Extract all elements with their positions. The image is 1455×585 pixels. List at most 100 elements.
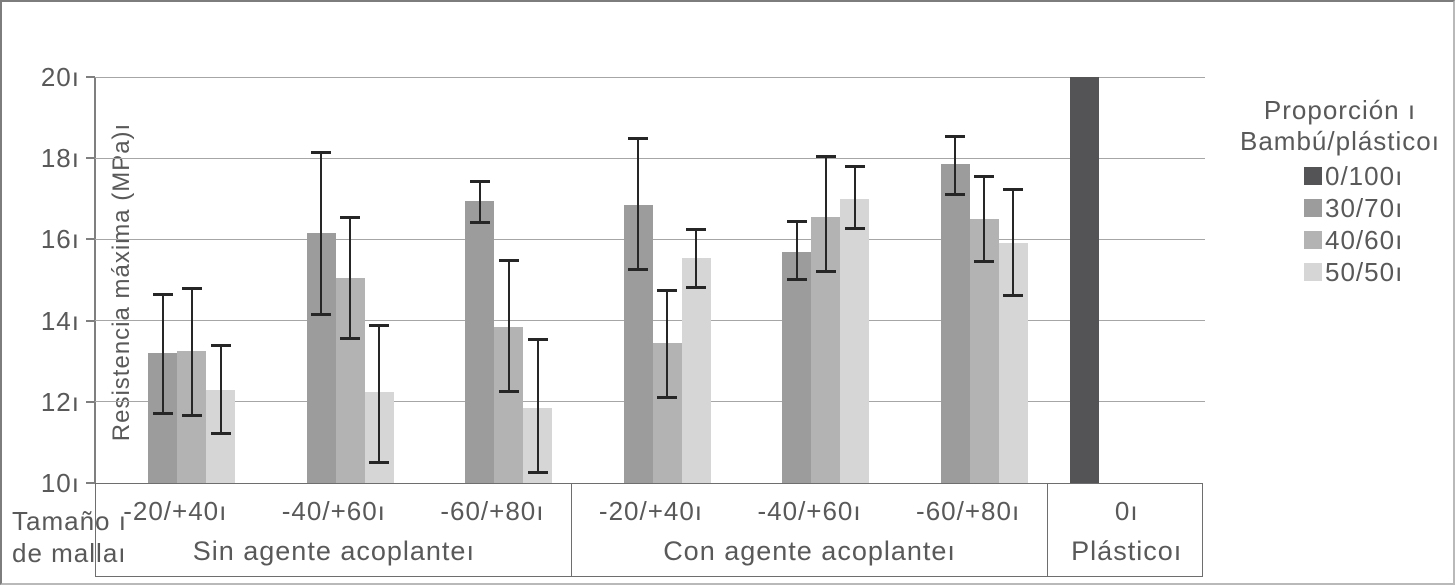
section-label: Con agente acoplanteı [663,536,956,566]
error-bar-cap-bottom [181,414,202,417]
y-axis-tick [86,157,95,160]
legend: Proporción ı Bambú/plásticoı 0/100ı 30/70… [1240,95,1440,288]
error-bar-cap-top [686,228,707,232]
error-bar-cap-top [974,175,995,179]
error-bar-line [637,137,640,270]
section-divider [1046,484,1048,576]
legend-label: 50/50ı [1325,256,1404,287]
bar [465,200,495,483]
error-bar-cap-top [628,136,649,140]
error-bar-cap-top [527,337,548,341]
bar [940,164,970,483]
legend-label: 0/100ı [1325,160,1404,191]
section-divider [571,484,573,576]
error-bar-cap-top [181,287,202,291]
legend-swatch [1304,167,1322,185]
category-label: -20/+40ı [598,496,704,526]
legend-swatch [1304,199,1322,217]
y-tick-label: 20ı [40,62,80,92]
x-axis-corner-label: Tamaño ı de mallaı [12,505,127,569]
error-bar-line [795,221,798,280]
error-bar-cap-bottom [527,470,548,474]
error-bar-cap-bottom [628,267,649,271]
bar [969,219,999,483]
error-bar-cap-top [786,220,807,224]
error-bar-line [320,152,323,315]
error-bar-cap-top [340,216,361,220]
error-bar-line [190,288,193,416]
legend-label: 40/60ı [1325,224,1404,255]
error-bar-line [161,294,164,414]
error-bar-cap-top [210,343,231,347]
error-bar-cap-bottom [786,278,807,281]
legend-swatch [1304,263,1322,281]
y-axis-tick [86,482,95,484]
error-bar-cap-top [469,179,490,183]
bar [681,257,711,483]
legend-label: 30/70ı [1325,192,1404,223]
x-axis-corner-label-line2: de mallaı [12,538,127,568]
error-bar-cap-top [657,289,678,293]
error-bar-cap-bottom [311,312,332,316]
gridline [95,157,1205,159]
y-axis-tick [86,76,95,78]
error-bar-line [378,324,381,463]
error-bar-cap-bottom [686,286,707,290]
legend-swatch [1304,231,1322,249]
legend-entry: 30/70ı [1304,192,1440,224]
error-bar-line [478,180,481,224]
error-bar-line [219,344,222,435]
legend-title-line2: Bambú/plásticoı [1240,126,1440,156]
error-bar-cap-top [844,165,865,169]
category-label: -60/+80ı [440,496,545,526]
error-bar-cap-bottom [974,259,995,263]
legend-entry: 40/60ı [1304,224,1440,256]
legend-entry: 0/100ı [1304,160,1440,192]
section-label: Plásticoı [1071,536,1183,566]
bar [1070,77,1100,483]
y-tick-label: 14ı [40,305,80,336]
error-bar-cap-bottom [945,192,966,196]
error-bar-cap-bottom [844,227,865,231]
error-bar-cap-top [815,155,836,159]
category-axis-table: -20/+40ı -40/+60ı -60/+80ı -20/+40ı -40/+60ı… [95,483,1203,577]
legend-entries: 0/100ı 30/70ı 40/60ı 50/50ı [1240,160,1440,288]
bar [782,251,812,483]
error-bar-cap-bottom [369,460,390,464]
error-bar-line [1012,188,1015,297]
error-bar-cap-bottom [1003,294,1024,298]
error-bar-cap-bottom [340,336,361,340]
category-label: 0ı [1114,496,1139,526]
error-bar-cap-top [311,151,332,155]
category-label: -40/+60ı [281,496,386,526]
y-tick-label: 12ı [40,386,80,417]
error-bar-line [507,259,510,392]
error-bar-line [954,135,957,195]
error-bar-cap-bottom [469,221,490,225]
y-tick-label: 16ı [40,224,80,255]
error-bar-line [666,290,669,398]
gridline [95,76,1205,78]
error-bar-line [349,217,352,339]
y-tick-label: 18ı [40,143,80,174]
category-label: -20/+40ı [123,496,228,526]
plot-area [95,76,1205,483]
error-bar-line [536,338,539,473]
y-axis-tick [86,400,95,403]
error-bar-cap-top [152,293,173,297]
error-bar-cap-top [945,134,966,138]
error-bar-line [824,156,827,272]
error-bar-line [695,229,698,289]
x-axis-corner-label-line1: Tamaño ı [12,506,127,536]
category-label: -60/+80ı [916,496,1021,526]
error-bar-line [853,166,856,230]
error-bar-cap-bottom [210,432,231,436]
y-tick-label: 10ı [40,468,80,498]
error-bar-line [983,176,986,262]
y-axis-tick [86,238,95,241]
section-label: Sin agente acoplanteı [192,536,475,566]
error-bar-cap-top [498,258,519,262]
y-axis-tick [86,319,95,322]
error-bar-cap-bottom [815,269,836,273]
error-bar-cap-bottom [152,411,173,415]
